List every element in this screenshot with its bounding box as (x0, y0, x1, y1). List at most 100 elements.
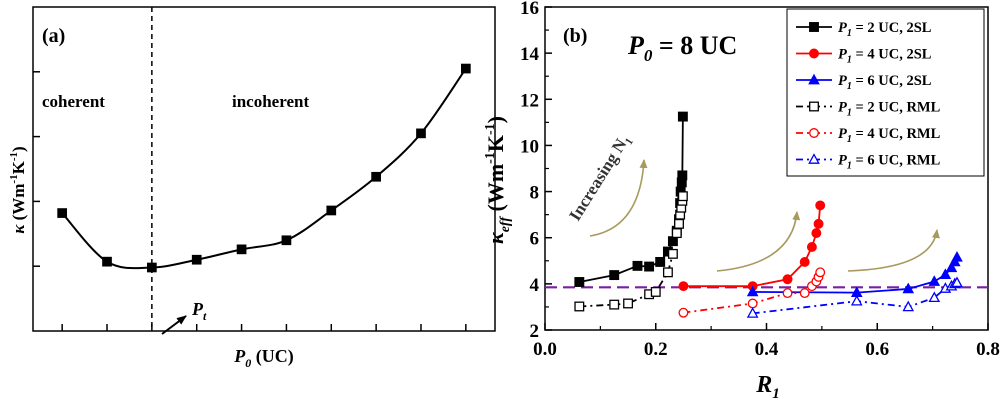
panel-b-x-tick-label: 0.8 (976, 339, 1000, 360)
series-point (746, 307, 759, 318)
kappa-fit-curve (61, 67, 467, 270)
panel-b: 0.0 0.2 0.4 0.6 0.8 2 4 6 8 10 12 14 16 Increasing N… (483, 0, 1000, 402)
series-point (609, 270, 620, 281)
series-point (951, 276, 963, 288)
series-point (902, 300, 915, 312)
panel-a-ticks (33, 71, 467, 331)
series-point (671, 228, 682, 239)
series-point (815, 200, 826, 211)
series-point (850, 294, 863, 306)
series-point (902, 282, 915, 294)
legend-swatch-marker (808, 153, 820, 164)
legend-swatch-marker (809, 22, 819, 32)
series-3 (746, 251, 963, 297)
series-point (655, 256, 666, 267)
panel-a: (a) coherent incoherent Pt P0 (UC) κ (Wm… (8, 6, 496, 370)
panel-b-y-tick-label: 10 (520, 136, 539, 157)
series-point (746, 285, 759, 297)
kappa-data-point (191, 254, 202, 265)
series-2 (678, 200, 826, 292)
panel-a-label: (a) (42, 25, 65, 47)
pt-arrow (161, 315, 187, 335)
kappa-data-point (281, 235, 292, 246)
kappa-data-point (460, 63, 471, 74)
series-point (644, 261, 655, 272)
series-point (678, 307, 689, 318)
legend-entry-label: P1 = 4 UC, RML (838, 126, 941, 145)
region-incoherent-label: incoherent (232, 92, 309, 111)
series-point (632, 260, 643, 271)
kappa-data-point (236, 244, 247, 255)
panel-b-y-tick-label: 8 (530, 183, 540, 204)
legend-swatch-marker (809, 101, 819, 112)
panel-b-y-tick-label: 2 (530, 321, 540, 342)
pt-label: Pt (191, 299, 207, 323)
legend-entry-label: P1 = 4 UC, 2SL (838, 47, 932, 66)
trend-arrow-4uc (716, 211, 801, 272)
panel-b-ticks: 0.0 0.2 0.4 0.6 0.8 2 4 6 8 10 12 14 16 (520, 0, 1000, 360)
series-point (951, 251, 963, 262)
series-point (928, 275, 941, 286)
series-point (677, 191, 688, 202)
legend-swatch-marker (809, 128, 819, 138)
series-point (928, 291, 941, 303)
panel-a-points (57, 63, 471, 273)
series-point (574, 301, 585, 312)
panel-b-x-tick-label: 0.4 (755, 339, 779, 360)
legend-swatch-marker (808, 73, 820, 85)
series-point (813, 218, 824, 229)
series-point (677, 111, 688, 122)
series-point (662, 267, 673, 278)
legend-swatch-marker (809, 48, 819, 59)
legend-entry-label: P1 = 2 UC, RML (838, 100, 941, 119)
legend-entry-label: P1 = 2 UC, 2SL (838, 20, 932, 39)
kappa-data-point (326, 205, 337, 216)
series-point (667, 248, 678, 259)
series-point (782, 288, 793, 299)
series-5 (678, 267, 826, 318)
panel-b-x-tick-label: 0.6 (865, 339, 889, 360)
kappa-data-point (57, 208, 68, 218)
series-point (782, 274, 793, 285)
panel-b-y-axis-title: κeff (Wm-1K-1) (483, 116, 513, 244)
panel-a-y-axis-title: κ (Wm-1K-1) (8, 146, 28, 233)
trend-annotation: Increasing N1 (565, 131, 636, 226)
panel-b-y-tick-label: 4 (530, 275, 540, 296)
series-point (945, 261, 958, 273)
series-line (683, 205, 822, 288)
series-point (677, 170, 688, 181)
panel-b-title: P0 = 8 UC (627, 31, 737, 65)
panel-b-y-tick-label: 16 (520, 0, 539, 19)
trend-arrow-6uc (847, 229, 940, 272)
series-6 (746, 276, 963, 318)
legend-entry-label: P1 = 6 UC, RML (838, 153, 941, 172)
kappa-data-point (371, 171, 381, 182)
panel-b-y-tick-label: 6 (530, 229, 540, 250)
series-point (799, 256, 810, 267)
legend: P1 = 2 UC, 2SL P1 = 4 UC, 2SL P1 = 6 UC, 2… (786, 8, 985, 177)
legend-entry-label: P1 = 6 UC, 2SL (838, 73, 932, 92)
panel-b-y-tick-label: 14 (520, 44, 540, 65)
panel-a-plot-frame (32, 6, 496, 332)
kappa-data-point (416, 128, 426, 139)
series-point (623, 298, 634, 309)
trend-arrow-2uc (589, 159, 648, 237)
panel-b-x-tick-label: 0.2 (644, 339, 668, 360)
series-point (747, 298, 758, 309)
series-point (815, 267, 826, 278)
series-point (674, 218, 684, 229)
series-point (799, 288, 810, 299)
kappa-data-point (102, 256, 112, 267)
series-4 (574, 191, 688, 312)
series-point (609, 299, 620, 310)
series-point (678, 281, 689, 292)
series-point (811, 228, 822, 239)
panel-b-series (574, 111, 963, 318)
series-point (574, 277, 585, 287)
kappa-data-point (147, 262, 157, 273)
panel-b-x-tick-label: 0.0 (533, 339, 557, 360)
panel-b-y-tick-label: 12 (520, 90, 539, 111)
panel-b-x-axis-title: R1 (755, 372, 780, 402)
panel-a-x-axis-title: P0 (UC) (233, 346, 294, 370)
